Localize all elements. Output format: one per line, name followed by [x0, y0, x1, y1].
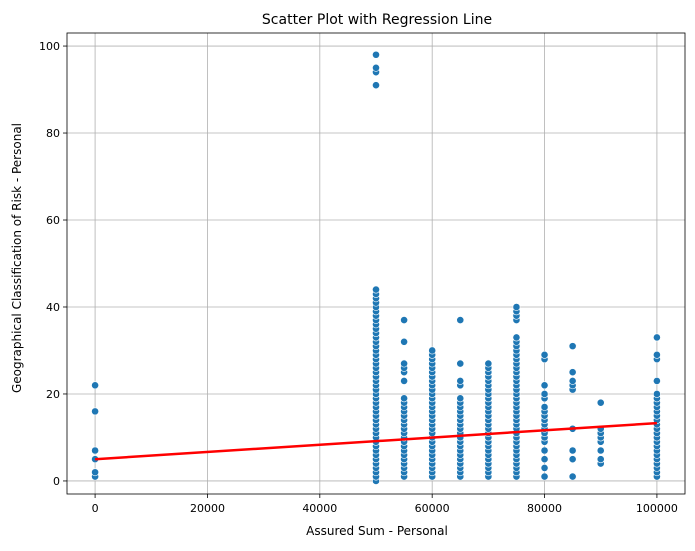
data-point [596, 455, 605, 464]
data-point [428, 346, 437, 355]
data-point [91, 381, 99, 390]
regression-line [95, 421, 657, 461]
x-tick-label: 100000 [636, 502, 678, 515]
axis-ticks: 0 20000 40000 60000 80000 100000 0 20 40 60 80 100 [39, 40, 678, 515]
x-tick-label: 40000 [302, 502, 337, 515]
data-point [568, 368, 577, 377]
x-tick-label: 0 [92, 502, 99, 515]
x-tick-label: 20000 [190, 502, 225, 515]
data-point [400, 359, 408, 368]
data-point [653, 350, 661, 359]
data-point [400, 316, 408, 324]
data-point [372, 285, 380, 294]
data-point [400, 377, 408, 385]
data-point [372, 50, 380, 59]
data-point [596, 446, 605, 455]
data-point [540, 381, 549, 390]
data-point [653, 390, 661, 398]
y-tick-label: 40 [46, 301, 60, 314]
data-point [512, 303, 521, 311]
y-tick-label: 60 [46, 214, 60, 227]
y-axis-label: Geographical Classification of Risk - Pe… [10, 123, 24, 393]
y-tick-label: 20 [46, 388, 60, 401]
data-point [568, 472, 577, 481]
data-point [91, 468, 99, 477]
data-point [568, 377, 577, 385]
x-tick-label: 60000 [415, 502, 450, 515]
data-point [540, 455, 549, 464]
y-tick-label: 80 [46, 127, 60, 140]
data-point [91, 446, 99, 455]
data-point [540, 472, 549, 481]
data-point [568, 455, 577, 464]
x-axis-label: Assured Sum - Personal [306, 524, 448, 538]
data-point [372, 63, 380, 72]
data-point [540, 446, 549, 455]
data-point [456, 394, 465, 403]
data-point [456, 377, 465, 385]
data-point [653, 377, 661, 385]
data-point [568, 342, 577, 351]
data-point [400, 394, 408, 403]
y-tick-label: 100 [39, 40, 60, 53]
regression-layer [95, 421, 657, 461]
data-point [596, 398, 605, 407]
data-point [540, 403, 549, 411]
data-point [653, 333, 661, 342]
x-tick-label: 80000 [527, 502, 562, 515]
data-point [540, 390, 549, 398]
plot-frame [66, 32, 686, 495]
data-point [456, 359, 465, 368]
data-point [540, 464, 549, 472]
y-tick-label: 0 [53, 475, 60, 488]
chart-title: Scatter Plot with Regression Line [262, 12, 492, 28]
data-point [91, 407, 99, 416]
data-point [400, 337, 408, 346]
data-points [91, 50, 661, 485]
data-point [568, 446, 577, 455]
data-point [456, 316, 465, 324]
data-point [540, 350, 549, 359]
data-point [372, 81, 380, 90]
data-point [484, 359, 493, 368]
data-point [512, 333, 521, 342]
